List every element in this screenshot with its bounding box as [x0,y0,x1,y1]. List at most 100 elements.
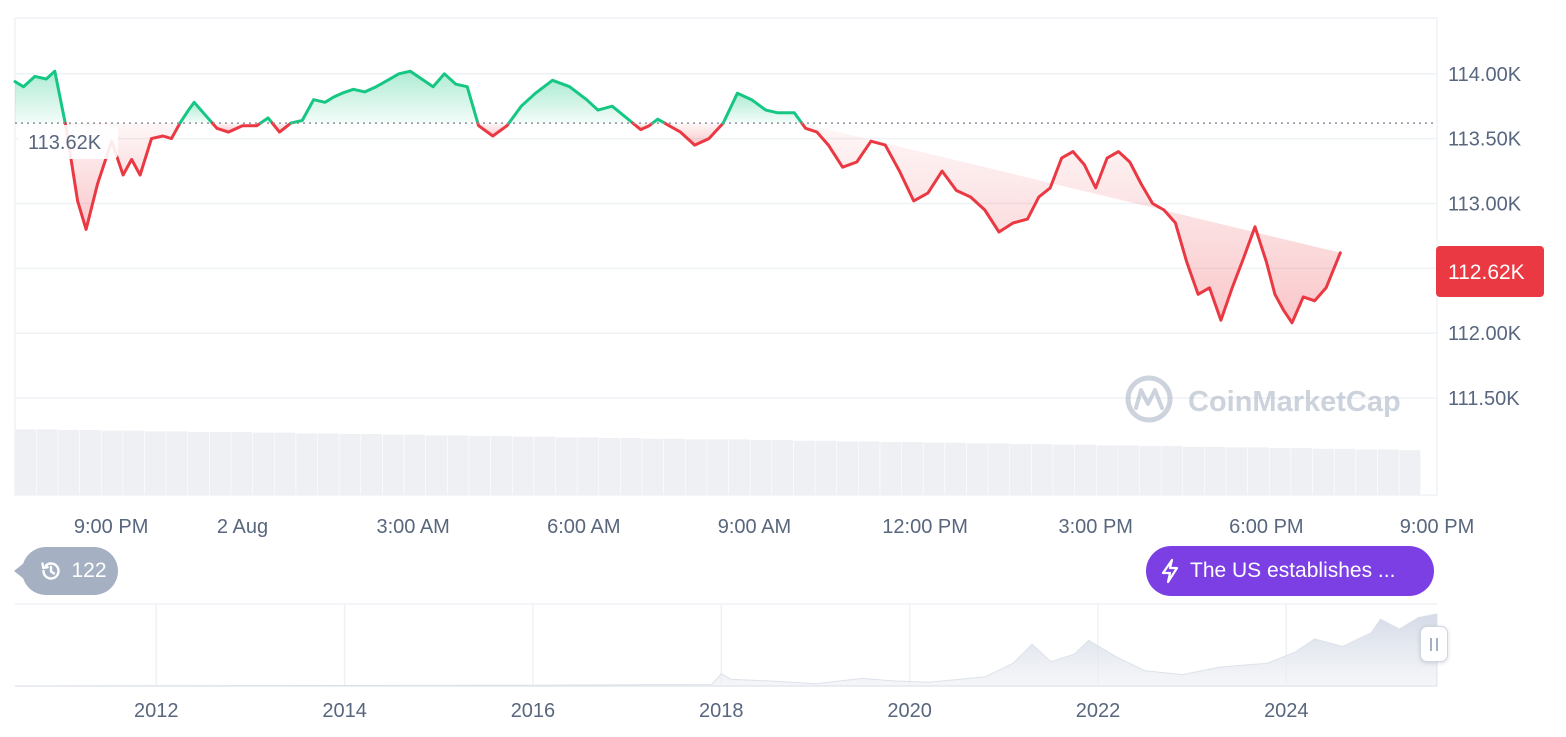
x-tick-label: 9:00 PM [1400,516,1474,538]
coinmarketcap-logo-icon [1125,375,1173,423]
volume-bar [620,438,642,495]
x-axis: 9:00 PM 2 Aug 3:00 AM 6:00 AM 9:00 AM 12:00 P… [74,516,1474,538]
x-tick-label: 12:00 PM [882,516,968,538]
volume-bar [793,440,815,495]
volume-bar [166,431,188,495]
volume-bar [123,430,145,495]
volume-bar [642,438,664,495]
x-tick-label: 9:00 PM [74,516,148,538]
volume-bar [58,430,80,495]
y-tick-label: 111.50K [1448,388,1520,410]
overview-year-label: 2018 [699,700,744,722]
area-below-reference [477,123,509,136]
volume-bar [1096,445,1118,495]
volume-bar [490,436,512,495]
history-count: 122 [71,559,107,582]
volume-bar [815,440,837,495]
line-segment-down [270,121,293,134]
volume-bar [707,439,729,495]
x-tick-label: 2 Aug [217,516,268,538]
volume-bar [1356,449,1378,495]
volume-bar [1161,446,1183,495]
volume-bar [577,437,599,495]
current-price-text: 112.62K [1448,261,1525,284]
x-tick-label: 6:00 AM [547,516,620,538]
volume-bar [274,432,296,495]
volume-bar [1031,444,1053,495]
volume-bar [555,437,577,495]
news-text: The US establishes ... [1190,559,1396,582]
overview-year-label: 2020 [887,700,932,722]
volume-bar [231,432,253,495]
line-segment-down [663,121,725,147]
area-above-reference [180,102,213,124]
volume-bar [317,433,339,495]
volume-bar [945,442,967,495]
line-segment-down [631,121,655,132]
watermark-text: CoinMarketCap [1188,386,1401,418]
y-tick-label: 113.00K [1448,193,1522,215]
line-segment-up [651,117,667,125]
y-tick-label: 114.00K [1448,64,1522,86]
line-segment-up [13,69,67,125]
x-tick-label: 3:00 AM [376,516,449,538]
volume-bar [36,429,58,495]
volume-bar [144,431,166,495]
volume-bar [1204,446,1226,495]
handle-bar [1430,637,1432,651]
volume-bar [1053,444,1075,495]
volume-bar [599,438,621,495]
pause-handle-icon[interactable] [1420,626,1448,662]
volume-bar [339,434,361,495]
volume-bar [361,434,383,495]
news-pill[interactable]: The US establishes ... [1146,546,1434,596]
reference-price-text: 113.62K [28,132,102,154]
volume-bar [772,440,794,495]
volume-bar [836,441,858,495]
volume-bar [1291,448,1313,495]
volume-bar [1269,448,1291,495]
watermark: CoinMarketCap [1125,375,1401,423]
volume-bar [1118,445,1140,495]
volume-bar [469,436,491,495]
price-line [13,69,1342,325]
area-below-reference [664,123,724,146]
volume-bar [1334,448,1356,495]
overview-year-label: 2016 [511,700,556,722]
volume-bar [1010,444,1032,495]
line-segment-down [800,121,1342,325]
volume-bar [512,436,534,495]
volume-bar [1247,447,1269,495]
x-tick-label: 9:00 AM [718,516,791,538]
overview-year-label: 2022 [1076,700,1121,722]
y-axis: 114.00K 113.50K 113.00K 112.00K 111.50K [1448,64,1522,410]
y-tick-label: 113.50K [1448,129,1522,151]
lightning-icon [1161,558,1179,584]
history-badge[interactable]: 122 [14,547,118,595]
line-segment-down [210,121,262,134]
volume-bar [1312,448,1334,495]
volume-bar [1377,449,1399,495]
overview-year-label: 2014 [322,700,367,722]
volume-bars [15,429,1421,495]
line-segment-up [507,78,635,125]
volume-bar [1399,450,1421,495]
volume-bar [988,443,1010,495]
reference-price-label: 113.62K [18,125,118,159]
volume-bar [209,432,231,495]
area-below-reference [801,123,1341,323]
volume-bar [901,442,923,495]
volume-bar [1074,444,1096,495]
area-above-reference [290,71,478,124]
volume-bar [1226,447,1248,495]
volume-bar [79,430,101,495]
volume-bar [663,438,685,495]
volume-bar [252,432,274,495]
volume-bar [382,434,404,495]
line-segment-down [63,121,182,231]
handle-bar [1436,637,1438,651]
line-segment-up [721,91,804,125]
volume-bar [750,440,772,495]
overview-navigator[interactable]: 2012 2014 2016 2018 2020 2022 2024 [14,603,1438,722]
